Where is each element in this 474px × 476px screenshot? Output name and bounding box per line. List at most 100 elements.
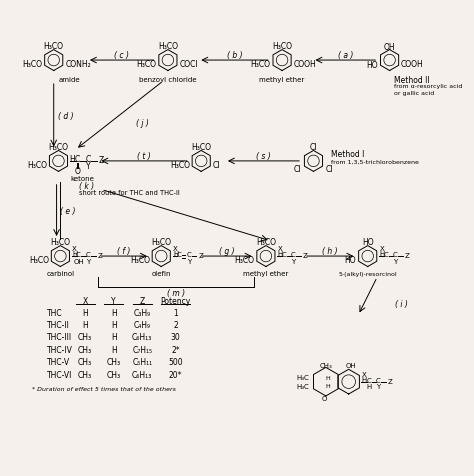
- Text: 2: 2: [173, 320, 178, 329]
- Text: short route for THC and THC-II: short route for THC and THC-II: [80, 190, 180, 196]
- Text: OH: OH: [384, 43, 395, 52]
- Text: C: C: [76, 252, 81, 258]
- Text: C₅H₁₁: C₅H₁₁: [132, 357, 152, 367]
- Text: H₃CO: H₃CO: [27, 161, 47, 170]
- Text: X: X: [82, 297, 88, 306]
- Text: H: H: [69, 154, 75, 163]
- Text: H: H: [111, 320, 117, 329]
- Text: Y: Y: [187, 258, 191, 264]
- Text: Y: Y: [292, 258, 296, 264]
- Text: H₃C: H₃C: [296, 384, 309, 389]
- Text: Y: Y: [111, 297, 116, 306]
- Text: H: H: [111, 308, 117, 317]
- Text: OH: OH: [345, 362, 356, 368]
- Text: C₆H₁₃: C₆H₁₃: [132, 370, 152, 379]
- Text: Z: Z: [405, 253, 410, 258]
- Text: CH₃: CH₃: [78, 370, 92, 379]
- Text: THC-VI: THC-VI: [47, 370, 73, 379]
- Text: THC-IV: THC-IV: [47, 345, 73, 354]
- Text: COOH: COOH: [293, 60, 316, 69]
- Text: ( c ): ( c ): [114, 51, 129, 60]
- Text: THC-II: THC-II: [47, 320, 70, 329]
- Text: Z: Z: [139, 297, 145, 306]
- Text: methyl ether: methyl ether: [259, 77, 305, 83]
- Text: ( a ): ( a ): [337, 51, 353, 60]
- Text: C₄H₉: C₄H₉: [134, 320, 151, 329]
- Text: Z: Z: [98, 253, 102, 258]
- Text: C: C: [282, 252, 286, 258]
- Text: O: O: [321, 395, 327, 401]
- Text: methyl ether: methyl ether: [243, 271, 289, 277]
- Text: ( j ): ( j ): [136, 119, 149, 128]
- Text: H₃CO: H₃CO: [251, 60, 271, 69]
- Text: benzoyl chloride: benzoyl chloride: [139, 77, 197, 83]
- Text: ketone: ketone: [70, 176, 94, 182]
- Text: H: H: [379, 251, 384, 257]
- Text: C: C: [291, 252, 296, 258]
- Text: CH₃: CH₃: [107, 357, 121, 367]
- Text: H₃CO: H₃CO: [22, 60, 42, 69]
- Text: Z: Z: [198, 253, 203, 258]
- Text: 20*: 20*: [169, 370, 182, 379]
- Text: ( g ): ( g ): [219, 246, 235, 255]
- Text: H₃CO: H₃CO: [44, 42, 64, 51]
- Text: Y: Y: [376, 384, 380, 389]
- Text: CH₃: CH₃: [107, 370, 121, 379]
- Text: 2*: 2*: [171, 345, 180, 354]
- Text: C: C: [383, 252, 388, 258]
- Text: H₃CO: H₃CO: [170, 161, 190, 170]
- Text: CH₃: CH₃: [319, 362, 332, 368]
- Text: H₃CO: H₃CO: [272, 42, 292, 51]
- Text: ( f ): ( f ): [118, 246, 131, 255]
- Text: H₃CO: H₃CO: [137, 60, 156, 69]
- Text: H: H: [325, 383, 330, 388]
- Text: CONH₂: CONH₂: [65, 60, 91, 69]
- Text: H₃CO: H₃CO: [151, 238, 171, 247]
- Text: Y: Y: [393, 258, 397, 264]
- Text: X: X: [173, 246, 178, 252]
- Text: H₃CO: H₃CO: [158, 42, 178, 51]
- Text: H: H: [173, 251, 178, 257]
- Text: C₇H₁₅: C₇H₁₅: [132, 345, 152, 354]
- Text: C: C: [86, 252, 91, 258]
- Text: olefin: olefin: [152, 271, 171, 277]
- Text: X: X: [362, 371, 366, 377]
- Text: C: C: [85, 154, 91, 163]
- Text: * Duration of effect 5 times that of the others: * Duration of effect 5 times that of the…: [32, 386, 176, 391]
- Text: ( k ): ( k ): [80, 182, 94, 191]
- Text: H₃CO: H₃CO: [130, 256, 150, 265]
- Text: CH₃: CH₃: [78, 333, 92, 342]
- Text: H₃CO: H₃CO: [235, 256, 255, 265]
- Text: THC-III: THC-III: [47, 333, 72, 342]
- Text: HO: HO: [345, 256, 356, 265]
- Text: 5-(alkyl)-resorcinol: 5-(alkyl)-resorcinol: [338, 271, 397, 276]
- Text: ( h ): ( h ): [322, 246, 338, 255]
- Text: carbinol: carbinol: [46, 271, 74, 277]
- Text: C: C: [75, 154, 80, 163]
- Text: Cl: Cl: [310, 143, 317, 152]
- Text: HO: HO: [366, 61, 378, 70]
- Text: Cl: Cl: [213, 161, 220, 170]
- Text: CH₃: CH₃: [78, 345, 92, 354]
- Text: Z: Z: [388, 378, 392, 384]
- Text: ( t ): ( t ): [137, 151, 151, 160]
- Text: C: C: [393, 252, 398, 258]
- Text: H: H: [111, 333, 117, 342]
- Text: ( s ): ( s ): [256, 151, 271, 160]
- Text: or gallic acid: or gallic acid: [394, 91, 435, 96]
- Text: C: C: [186, 252, 191, 258]
- Text: H₃CO: H₃CO: [48, 143, 68, 152]
- Text: ( i ): ( i ): [394, 299, 408, 308]
- Text: H: H: [72, 251, 77, 257]
- Text: ( e ): ( e ): [60, 207, 76, 216]
- Text: COCl: COCl: [179, 60, 198, 69]
- Text: amide: amide: [58, 77, 80, 83]
- Text: H₃CO: H₃CO: [50, 238, 70, 247]
- Text: H: H: [111, 345, 117, 354]
- Text: 30: 30: [171, 333, 181, 342]
- Text: X: X: [380, 246, 384, 252]
- Text: Z: Z: [303, 253, 308, 258]
- Text: Z: Z: [99, 156, 104, 165]
- Text: C: C: [177, 252, 182, 258]
- Text: Method I: Method I: [330, 149, 364, 159]
